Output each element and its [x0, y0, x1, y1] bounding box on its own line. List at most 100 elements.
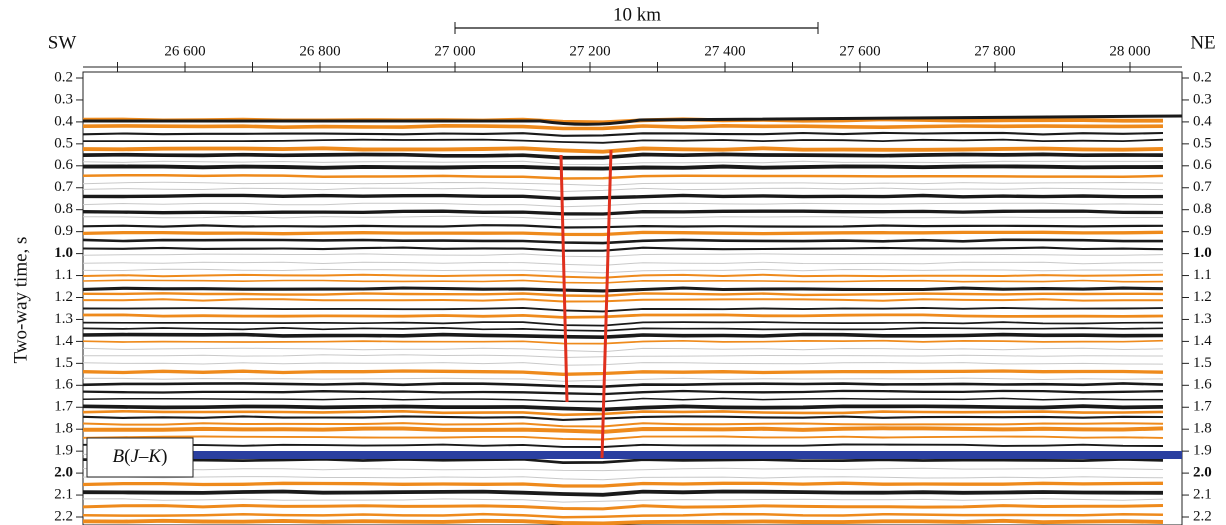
seismic-section [83, 114, 1182, 525]
fault-line [559, 154, 569, 403]
x-tick-label: 26 600 [164, 43, 205, 59]
reflector [83, 457, 1164, 464]
horizon-label-part: ) [161, 446, 167, 467]
x-tick-label: 28 000 [1109, 43, 1150, 59]
y-tick-label: 0.4 [1193, 113, 1212, 129]
y-tick-label: 1.5 [54, 355, 73, 371]
horizon-label-box [86, 437, 194, 478]
reflector [83, 193, 1164, 201]
reflector [83, 131, 1164, 137]
reflector [83, 467, 1164, 472]
scale-bar-label: 10 km [613, 4, 661, 25]
y-tick-label: 2.0 [1193, 465, 1212, 481]
reflector [83, 279, 1164, 284]
y-tick-label: 1.9 [54, 443, 73, 459]
reflector [83, 202, 1164, 208]
horizon-label: B(J–K) [113, 446, 168, 467]
y-tick-label: 1.7 [1193, 399, 1212, 415]
reflector [83, 362, 1164, 366]
y-tick-label: 0.8 [1193, 201, 1212, 217]
x-tick-label: 27 000 [434, 43, 475, 59]
y-tick-label: 1.9 [1193, 443, 1212, 459]
reflector [83, 512, 1164, 519]
y-tick-label: 0.9 [1193, 223, 1212, 239]
y-tick-label: 0.3 [1193, 91, 1212, 107]
reflector [83, 518, 1164, 525]
y-tick-label: 0.6 [54, 157, 73, 173]
reflector [83, 209, 1164, 216]
y-tick-label: 0.5 [1193, 135, 1212, 151]
reflector [83, 138, 1164, 144]
reflector [83, 261, 1164, 266]
reflector [83, 123, 1164, 131]
y-tick-label: 1.8 [54, 421, 73, 437]
reflector [83, 298, 1164, 303]
reflector [83, 489, 1164, 497]
y-tick-label: 0.7 [1193, 179, 1212, 195]
reflector [83, 160, 1164, 166]
reflector [83, 292, 1164, 298]
y-tick-label: 1.6 [1193, 377, 1212, 393]
y-tick-label: 1.2 [1193, 289, 1212, 305]
reflector [83, 146, 1164, 154]
direction-label: SW [48, 32, 77, 53]
x-tick-label: 26 800 [299, 43, 340, 59]
reflector [83, 253, 1164, 258]
y-tick-label: 0.2 [1193, 69, 1212, 85]
horizon-b [193, 451, 1182, 459]
y-tick-label: 2.2 [1193, 508, 1212, 524]
direction-label: NE [1190, 32, 1215, 53]
y-tick-label: 1.2 [54, 289, 73, 305]
x-tick-label: 27 200 [569, 43, 610, 59]
y-tick-label: 1.8 [1193, 421, 1212, 437]
reflector [83, 503, 1164, 511]
reflector [83, 313, 1164, 319]
x-tick-label: 27 600 [839, 43, 880, 59]
horizon-label-part: B [113, 446, 125, 467]
y-tick-label: 0.7 [54, 179, 73, 195]
reflector [83, 173, 1164, 180]
reflector [83, 321, 1164, 327]
axes: 26 600 26 800 27 000 27 200 27 400 27 600 27 8… [54, 43, 1212, 524]
fault-line [600, 149, 613, 459]
x-tick-label: 27 400 [704, 43, 745, 59]
y-tick-label: 1.1 [1193, 267, 1212, 283]
reflector [83, 164, 1164, 171]
reflector [83, 332, 1164, 340]
x-tick-label: 27 800 [974, 43, 1015, 59]
reflector [83, 181, 1164, 187]
horizon-label-part: – [138, 446, 149, 467]
reflector [83, 476, 1164, 481]
reflector [83, 224, 1164, 229]
reflector [83, 354, 1164, 359]
reflector [83, 339, 1164, 345]
y-tick-label: 0.5 [54, 135, 73, 151]
reflector [83, 187, 1164, 193]
horizon-label-part: K [147, 446, 162, 467]
y-tick-label: 1.3 [54, 311, 73, 327]
y-tick-label: 2.1 [54, 486, 73, 502]
y-axis-label: Two-way time, s [10, 237, 31, 364]
y-tick-label: 2.2 [54, 508, 73, 524]
y-tick-label: 1.0 [1193, 245, 1212, 261]
y-tick-label: 1.1 [54, 267, 73, 283]
y-tick-label: 0.4 [54, 113, 73, 129]
reflector [83, 246, 1164, 252]
reflector [83, 347, 1164, 353]
y-tick-label: 1.5 [1193, 355, 1212, 371]
y-tick-label: 0.6 [1193, 157, 1212, 173]
reflector [83, 498, 1164, 503]
y-tick-label: 1.3 [1193, 311, 1212, 327]
reflector [83, 230, 1164, 237]
reflector [83, 152, 1164, 160]
horizon-label-part: ( [124, 446, 130, 467]
y-tick-label: 1.7 [54, 399, 73, 415]
reflector [83, 238, 1163, 245]
reflector [83, 481, 1164, 488]
reflector [83, 273, 1164, 279]
y-tick-label: 2.1 [1193, 486, 1212, 502]
y-tick-label: 1.6 [54, 377, 73, 393]
reflector [83, 286, 1164, 293]
reflector [83, 426, 1164, 434]
